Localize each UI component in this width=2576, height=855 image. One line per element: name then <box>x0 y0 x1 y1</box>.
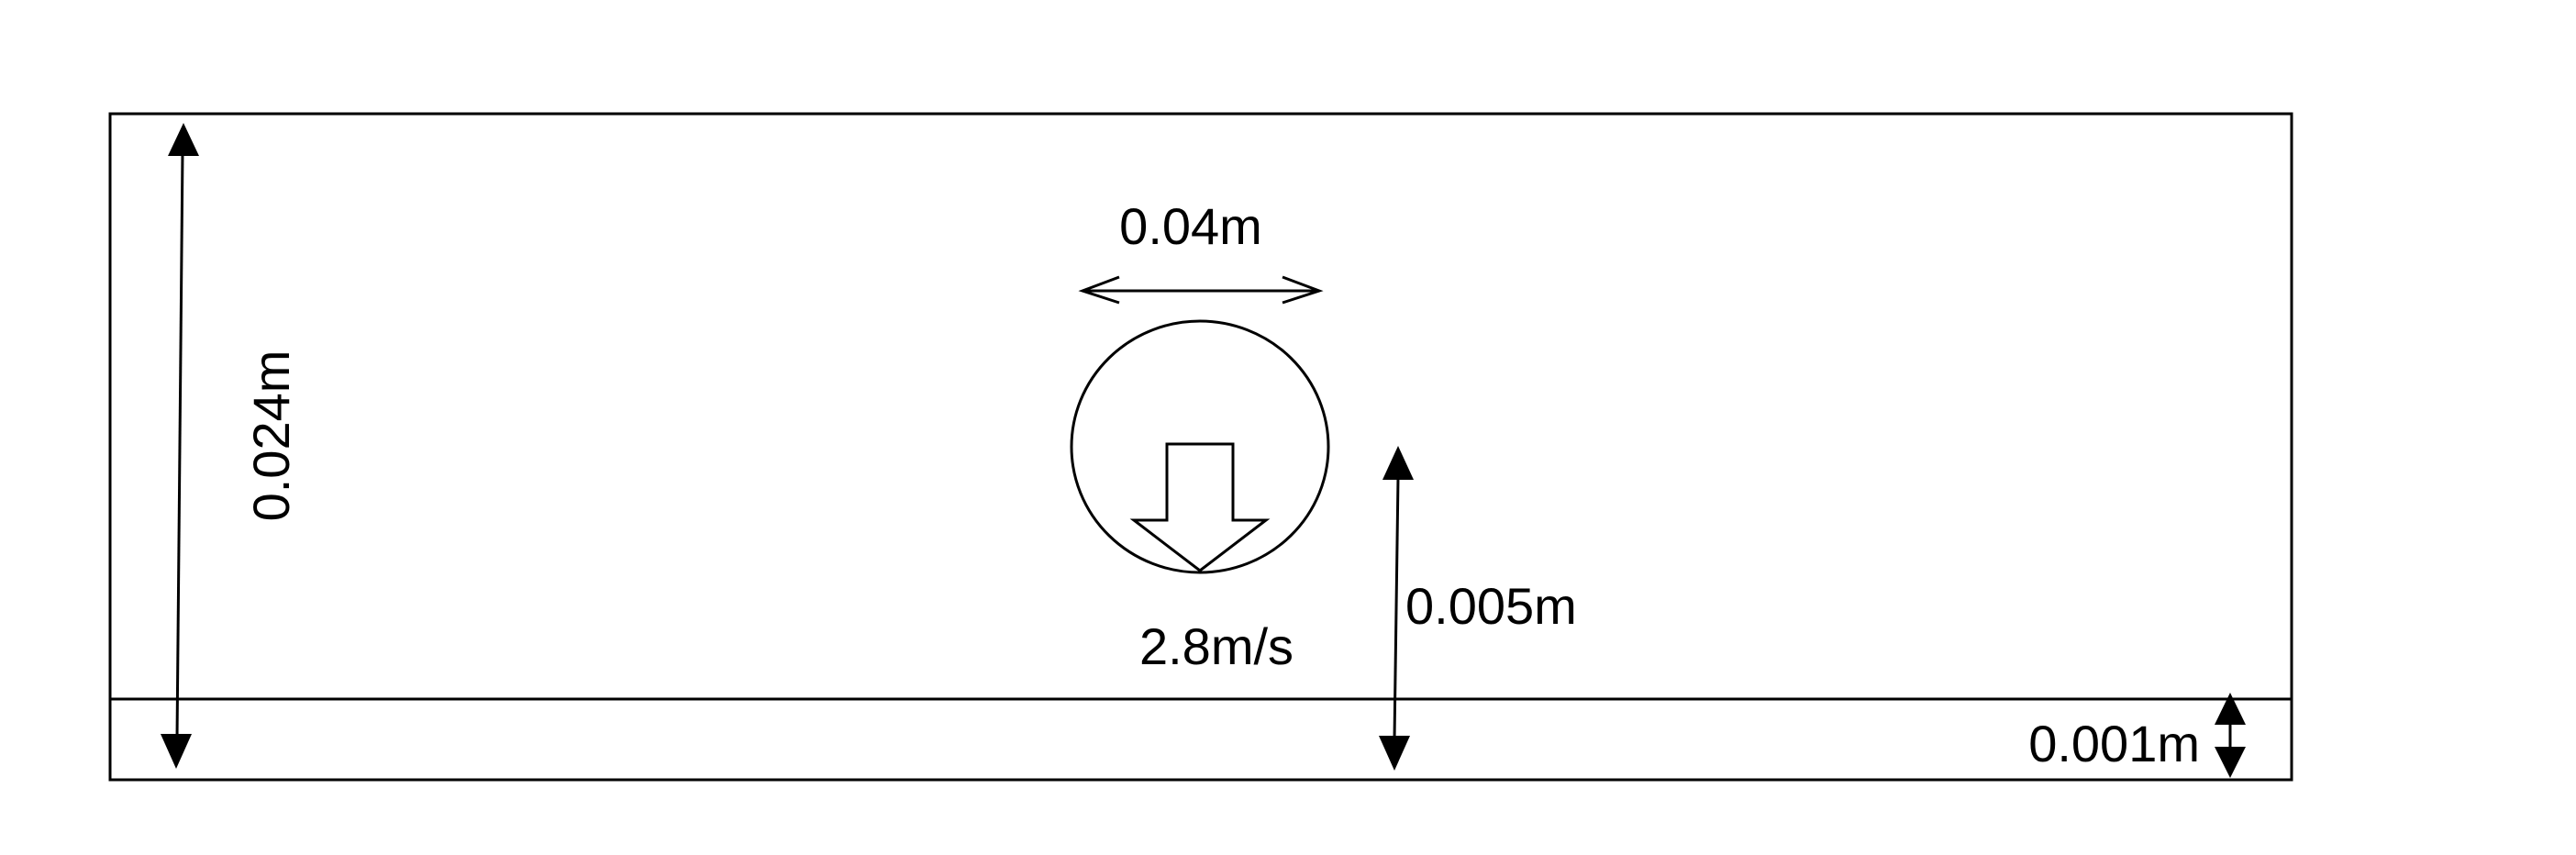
arrowhead-right-icon <box>1282 275 1324 305</box>
arrowhead-up-icon <box>168 123 199 156</box>
arrowhead-left-icon <box>1078 275 1120 305</box>
gap-height-label: 0.005m <box>1405 577 1577 635</box>
velocity-label: 2.8m/s <box>1139 617 1294 675</box>
velocity-arrow-icon <box>1129 442 1271 572</box>
domain-height-label: 0.024m <box>242 350 300 522</box>
gap-height-line <box>1393 476 1400 740</box>
arrowhead-up-icon <box>2215 693 2246 725</box>
gap-height-dimension <box>1379 446 1414 771</box>
cylinder <box>1070 319 1330 574</box>
domain-height-line <box>175 150 184 739</box>
domain-boundary <box>108 112 2293 782</box>
arrowhead-down-icon <box>161 734 192 769</box>
cylinder-diameter-dimension <box>1078 275 1324 305</box>
domain-height-dimension <box>161 123 199 769</box>
arrowhead-down-icon <box>1379 736 1410 771</box>
wall-thickness-label: 0.001m <box>2028 715 2200 772</box>
wall-thickness-dimension <box>2215 693 2246 778</box>
arrowhead-down-icon <box>2215 747 2246 778</box>
arrowhead-up-icon <box>1382 446 1414 480</box>
cylinder-diameter-label: 0.04m <box>1119 197 1262 255</box>
